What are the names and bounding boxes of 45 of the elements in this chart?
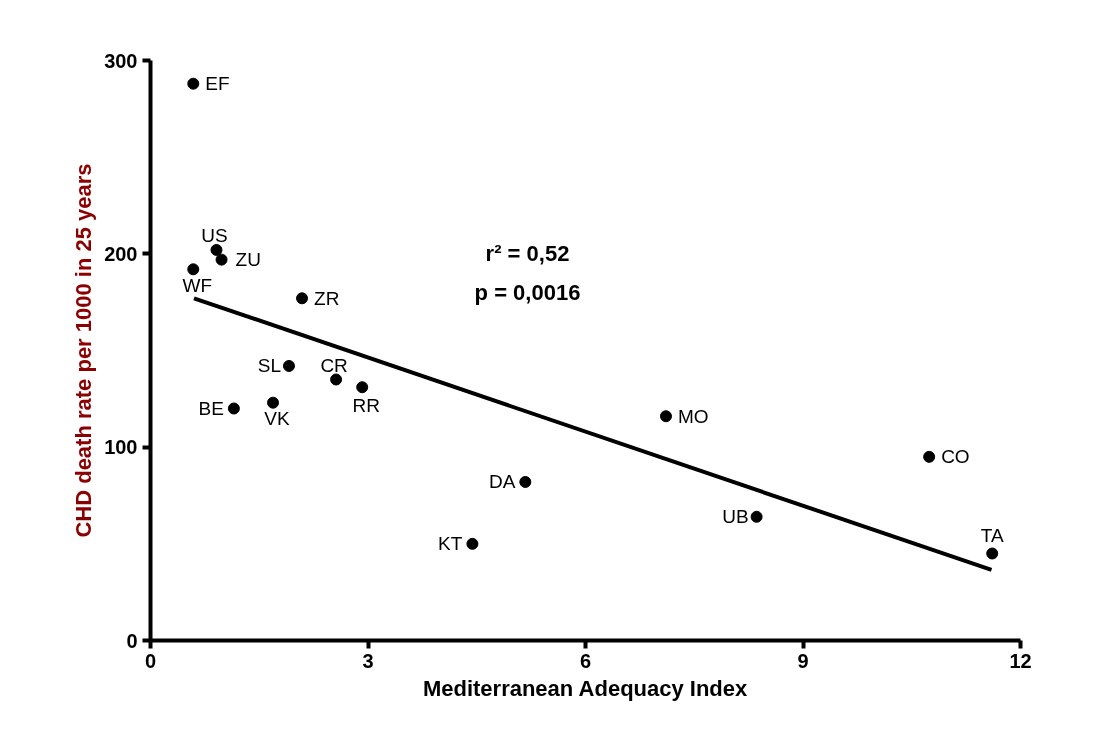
annotation: US bbox=[201, 225, 228, 247]
y-tick-label: 0 bbox=[126, 629, 138, 652]
point bbox=[466, 537, 479, 550]
annotation: SL bbox=[257, 355, 281, 377]
annotation: CO bbox=[941, 446, 970, 468]
point bbox=[296, 292, 309, 305]
point bbox=[659, 410, 672, 423]
annotation: MO bbox=[677, 405, 709, 427]
point bbox=[267, 396, 280, 409]
point bbox=[356, 381, 369, 394]
x-axis-title: Mediterranean Adequacy Index bbox=[422, 675, 749, 701]
annotation: DA bbox=[488, 471, 516, 493]
annotation: UB bbox=[722, 506, 749, 528]
annotation: VK bbox=[264, 408, 291, 430]
annotation: BE bbox=[198, 398, 224, 419]
point bbox=[330, 373, 343, 386]
annotation: CR bbox=[320, 355, 348, 376]
x-tick-label: 9 bbox=[797, 649, 809, 672]
annotation: ZU bbox=[235, 249, 261, 271]
point bbox=[187, 263, 200, 276]
x-tick-label: 0 bbox=[144, 649, 157, 672]
annotation: TA bbox=[980, 525, 1004, 546]
x-tick-label: 3 bbox=[362, 649, 374, 672]
point bbox=[282, 359, 295, 372]
annotation: EF bbox=[205, 73, 230, 95]
x-tick-label: 12 bbox=[1009, 649, 1032, 672]
x-tick-label: 6 bbox=[579, 649, 592, 672]
y-tick-label: 200 bbox=[104, 242, 138, 265]
y-axis-title: CHD death rate per 1000 in 25 years bbox=[71, 163, 97, 538]
annotation: RR bbox=[352, 394, 380, 416]
annotation: r² = 0,52 bbox=[485, 241, 570, 267]
point bbox=[986, 547, 999, 560]
point bbox=[519, 475, 532, 488]
point bbox=[215, 253, 228, 266]
point bbox=[923, 450, 936, 463]
point bbox=[750, 510, 763, 523]
y-tick-label: 100 bbox=[104, 436, 138, 459]
annotation: p = 0,0016 bbox=[474, 280, 581, 305]
annotation: WF bbox=[182, 274, 213, 296]
point bbox=[187, 77, 200, 90]
point bbox=[227, 402, 240, 415]
y-tick-label: 300 bbox=[104, 49, 138, 72]
point bbox=[210, 243, 223, 256]
annotation: KT bbox=[438, 533, 463, 555]
annotation: ZR bbox=[314, 287, 340, 309]
